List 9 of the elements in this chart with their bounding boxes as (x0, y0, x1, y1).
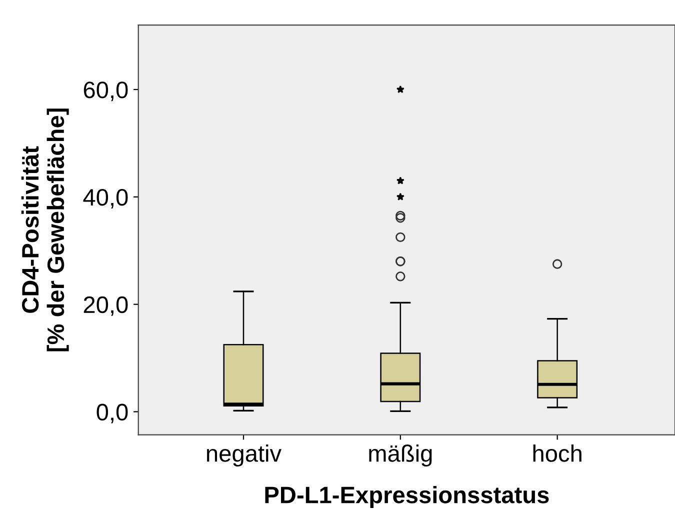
y-tick-label: 60,0 (84, 82, 128, 102)
x-tick-label: negativ (207, 444, 282, 467)
y-axis-title: CD4-Positivität [% der Gewebefläche] (21, 108, 69, 352)
x-tick-label: mäßig (369, 444, 432, 467)
x-axis-title: PD-L1-Expressionsstatus (265, 486, 549, 508)
y-tick-label: 20,0 (84, 296, 128, 316)
x-tick-label: hoch (533, 444, 582, 462)
y-tick-label: 0,0 (96, 404, 128, 424)
y-tick-label: 40,0 (83, 188, 128, 208)
